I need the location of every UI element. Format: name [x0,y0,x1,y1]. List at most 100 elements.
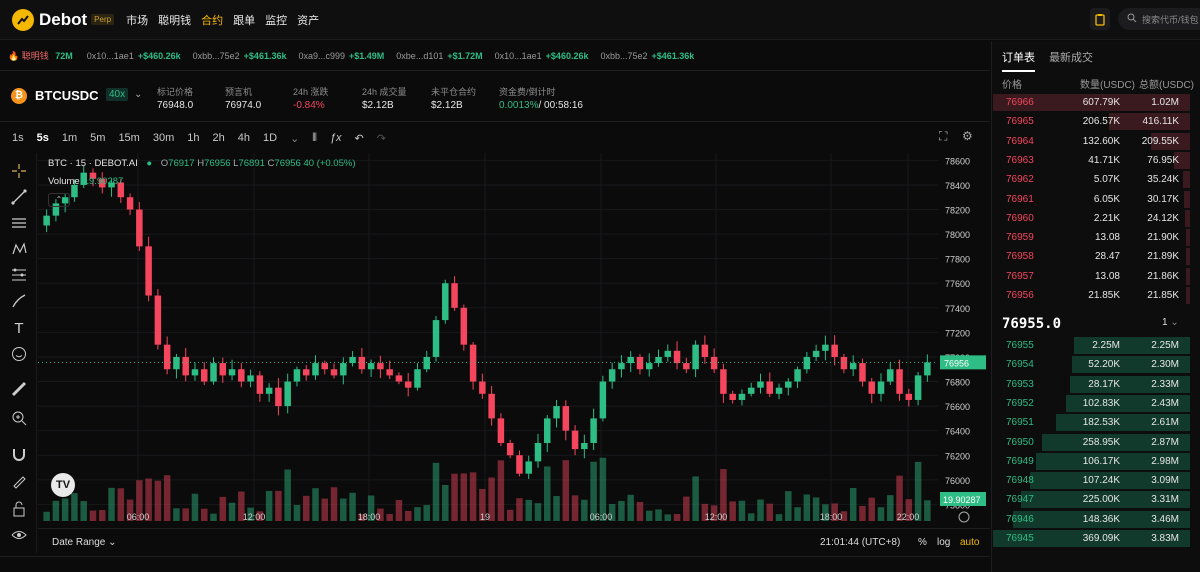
date-range-button[interactable]: Date Range ⌄ [52,537,117,548]
tf-5s[interactable]: 5s [36,132,49,144]
chevron-down-icon[interactable]: ⌄ [290,132,300,145]
indicator-icon[interactable]: ⫴ [312,131,317,144]
ask-row[interactable]: 76957 13.08 21.86K [993,267,1190,286]
clipboard-icon[interactable] [1090,8,1110,30]
tf-1s[interactable]: 1s [12,132,24,144]
ticker-item[interactable]: 0xa9...c999 +$1.49M [298,50,385,61]
tf-15m[interactable]: 15m [118,132,140,144]
log-toggle[interactable]: log [937,537,951,548]
bid-size: 148.36K [1082,513,1120,525]
tf-1m[interactable]: 1m [61,132,78,144]
ask-row[interactable]: 76964 132.60K 209.55K [993,132,1190,151]
nav-smart-money[interactable]: 聪明钱 [158,14,192,27]
ticker-item[interactable]: 0xbb...75e2 +$461.36k [192,50,287,61]
volume-bar [692,476,699,521]
volume-bar [404,510,412,521]
candle-body [775,387,783,394]
nav-assets[interactable]: 资产 [297,14,320,27]
ask-row[interactable]: 76966 607.79K 1.02M [993,93,1190,112]
tf-5m[interactable]: 5m [90,132,106,144]
depth-bar [1069,375,1190,393]
percent-toggle[interactable]: % [918,537,927,548]
tradingview-logo[interactable]: TV [51,473,75,497]
x-axis-label: 12:00 [243,512,266,522]
logo[interactable]: Debot Perp [12,8,115,31]
bid-row[interactable]: 76955 2.25M 2.25M [993,336,1190,355]
depth-bar [1073,337,1190,354]
nav-contract[interactable]: 合约 [201,14,224,27]
zoom-in-icon[interactable] [9,409,29,427]
bid-row[interactable]: 76946 148.36K 3.46M [993,510,1190,529]
text-icon[interactable]: T [14,319,24,337]
pair-name[interactable]: BTCUSDC [35,88,99,103]
bid-row[interactable]: 76951 182.53K 2.61M [993,413,1190,432]
stat-mark-price: 标记价格 76948.0 [157,87,194,111]
main-nav: 市场 聪明钱 合约 跟单 监控 资产 [126,12,329,28]
ask-row[interactable]: 76960 2.21K 24.12K [993,209,1190,228]
clock-readout[interactable]: 21:01:44 (UTC+8) [820,537,901,548]
ticker-item[interactable]: 0xbb...75e2 +$461.36k [600,50,695,61]
ruler-icon[interactable] [9,380,29,398]
tf-30m[interactable]: 30m [152,132,175,144]
redo-icon[interactable]: ↷ [376,132,386,145]
fullscreen-icon[interactable]: ⛶ [939,129,948,143]
ask-row[interactable]: 76965 206.57K 416.11K [993,112,1190,131]
ask-row[interactable]: 76962 5.07K 35.24K [993,170,1190,189]
bid-row[interactable]: 76949 106.17K 2.98M [993,452,1190,471]
ask-row[interactable]: 76963 41.71K 76.95K [993,151,1190,170]
leverage-badge[interactable]: 40x [106,88,129,101]
bid-row[interactable]: 76950 258.95K 2.87M [993,433,1190,452]
nav-market[interactable]: 市场 [126,14,149,27]
tf-1h[interactable]: 1h [187,132,200,144]
pattern-icon[interactable] [9,240,29,258]
auto-toggle[interactable]: auto [960,537,980,548]
trend-line-icon[interactable] [9,188,29,206]
tab-order-book[interactable]: 订单表 [1002,52,1035,72]
lock-pencil-icon[interactable] [9,472,29,490]
candle-body [302,369,310,376]
ask-row[interactable]: 76959 13.08 21.90K [993,228,1190,247]
ask-price: 76964 [1006,135,1034,147]
horizontal-lines-icon[interactable] [9,214,29,232]
bid-row[interactable]: 76947 225.00K 3.31M [993,490,1190,509]
candle-body [275,387,282,407]
collapse-legend-button[interactable]: ⌃ [48,193,70,207]
grouping-select[interactable]: 1 ⌄ [1162,317,1179,328]
bid-row[interactable]: 76952 102.83K 2.43M [993,394,1190,413]
chevron-down-icon[interactable]: ⌄ [134,89,143,100]
ticker-lead[interactable]: 🔥 聪明钱 72M [8,49,73,62]
brush-icon[interactable] [9,292,29,310]
gear-icon[interactable]: ⚙ [962,129,973,143]
tab-recent-trades[interactable]: 最新成交 [1049,52,1094,64]
tf-4h[interactable]: 4h [237,132,250,144]
ticker-item[interactable]: 0x10...1ae1 +$460.26k [86,50,181,61]
ask-row[interactable]: 76958 28.47 21.89K [993,247,1190,266]
nav-monitor[interactable]: 监控 [265,14,288,27]
bid-price: 76951 [1006,417,1034,429]
ticker-item[interactable]: 0xbe...d101 +$1.72M [396,50,483,61]
ticker-item[interactable]: 0x10...1ae1 +$460.26k [494,50,589,61]
magnet-icon[interactable] [9,445,29,463]
search-input[interactable]: 搜索代币/钱包 [1118,8,1200,30]
bid-row[interactable]: 76954 52.20K 2.30M [993,355,1190,374]
eye-icon[interactable] [9,526,29,544]
ask-row[interactable]: 76961 6.05K 30.17K [993,190,1190,209]
crosshair-icon[interactable] [9,162,29,180]
tf-2h[interactable]: 2h [212,132,225,144]
price-chart[interactable]: 78600 78400 78200 78000 77800 77600 77400 77200… [38,153,990,523]
bid-row[interactable]: 76948 107.24K 3.09M [993,471,1190,490]
ask-row[interactable]: 76956 21.85K 21.85K [993,286,1190,305]
function-icon[interactable]: ƒx [329,132,342,144]
bid-row[interactable]: 76953 28.17K 2.33M [993,375,1190,394]
tf-1d[interactable]: 1D [263,132,278,144]
nav-copy-trade[interactable]: 跟单 [233,14,256,27]
candlestick-chart[interactable]: 78600 78400 78200 78000 77800 77600 77400 77200… [38,153,990,529]
lock-icon[interactable] [9,500,29,518]
bid-row[interactable]: 76945 369.09K 3.83M [993,529,1190,548]
volume-bar [163,475,171,521]
fib-icon[interactable] [9,266,29,284]
undo-icon[interactable]: ↶ [354,132,364,145]
emoji-icon[interactable] [9,345,29,363]
volume-bar [562,460,570,521]
bid-size: 225.00K [1082,494,1120,506]
